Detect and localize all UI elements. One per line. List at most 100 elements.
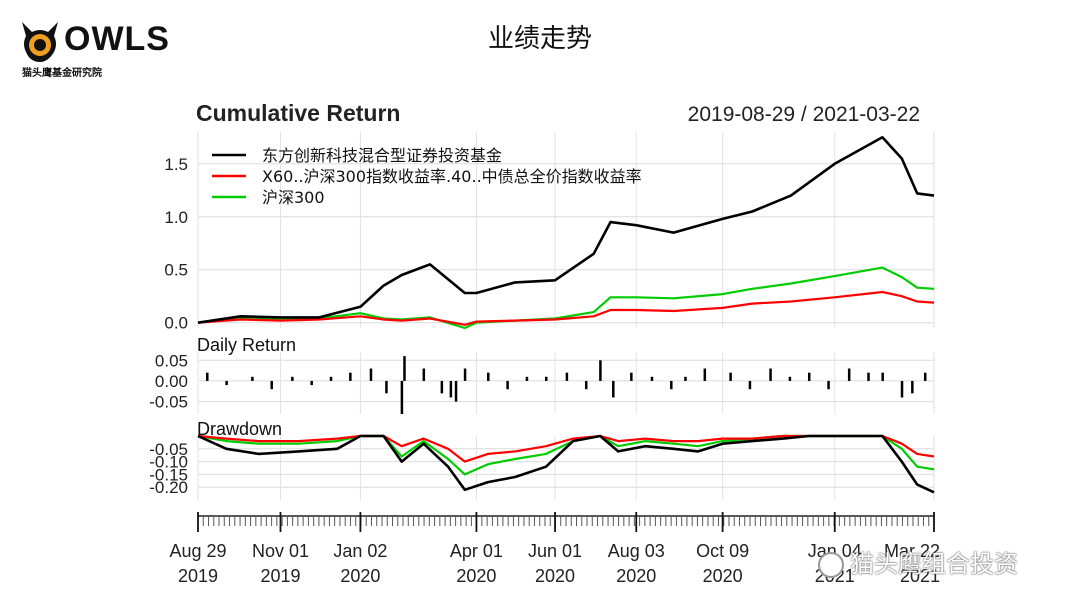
daily-return-bar: [463, 368, 467, 381]
cumulative-grid: [198, 163, 934, 324]
daily-return-bar: [630, 372, 633, 381]
logo-subtitle: 猫头鹰基金研究院: [22, 68, 102, 79]
series-line: [197, 434, 935, 494]
daily-return-bar: [369, 368, 373, 381]
cumulative-return-title: Cumulative Return: [196, 100, 400, 126]
watermark: 猫头鹰组合投资: [818, 544, 1018, 579]
daily-return-bar: [670, 380, 673, 390]
owl-icon: [22, 22, 58, 62]
daily-return-bar: [310, 380, 313, 386]
x-tick-label: Nov 01: [252, 541, 309, 561]
daily-return-bar: [900, 380, 904, 398]
y-tick-label: -0.10: [149, 453, 188, 472]
x-tick-label: Apr 01: [450, 541, 503, 561]
daily-return-bar: [788, 376, 792, 381]
daily-return-bar: [650, 376, 654, 381]
y-tick-label: -0.15: [149, 465, 188, 484]
daily-return-bar: [349, 372, 352, 381]
x-tick-label: Jun 01: [528, 541, 582, 561]
x-tick-label: Oct 09: [696, 541, 749, 561]
x-tick-year: 2020: [456, 566, 496, 586]
daily-return-bar: [400, 380, 404, 414]
daily-return-bar: [748, 380, 752, 390]
x-tick-label: Aug 03: [608, 541, 665, 561]
daily-return-bar: [385, 380, 388, 394]
daily-return-bar: [329, 376, 333, 381]
drawdown-title: Drawdown: [197, 419, 282, 439]
x-axis: Aug 29 2019 Nov 01 2019 Jan 02 2020 Apr 01 2020…: [169, 512, 940, 586]
daily-return-bar: [545, 376, 548, 381]
y-tick-label: 0.0: [164, 314, 188, 333]
y-tick-label: -0.05: [149, 440, 188, 459]
daily-return-bar: [847, 368, 851, 381]
x-tick-year: 2021: [900, 566, 940, 586]
y-tick-label: 0.00: [155, 372, 188, 391]
series-line: [197, 266, 935, 330]
x-tick-label: Mar 22: [884, 541, 940, 561]
legend-label: 东方创新科技混合型证券投资基金: [262, 146, 502, 165]
daily-return-bar: [827, 380, 830, 390]
x-gridlines: [197, 132, 935, 500]
y-tick-label: 1.0: [164, 208, 188, 227]
daily-return-bar: [807, 372, 811, 381]
x-tick-label: Jan 02: [333, 541, 387, 561]
series-line: [197, 290, 935, 326]
daily-return-y-ticks: 0.05 0.00 -0.05: [149, 351, 188, 411]
daily-return-bar: [422, 368, 426, 381]
y-tick-label: 0.05: [155, 351, 188, 370]
daily-return-bar: [911, 380, 914, 394]
daily-return-bar: [225, 380, 228, 386]
logo-wordmark: OWLS: [64, 20, 170, 58]
daily-return-bar: [565, 372, 569, 381]
drawdown-lines: [197, 434, 935, 494]
daily-return-bar: [729, 372, 732, 381]
x-tick-year: 2019: [178, 566, 218, 586]
series-line: [197, 136, 935, 324]
owls-logo: OWLS 猫头鹰基金研究院: [18, 18, 169, 80]
daily-return-bar: [923, 372, 927, 381]
date-range-label: 2019-08-29 / 2021-03-22: [688, 103, 920, 126]
x-tick-label: Aug 29: [169, 541, 226, 561]
daily-return-bar: [612, 380, 615, 398]
daily-return-bar: [506, 380, 509, 390]
drawdown-grid: [198, 448, 934, 488]
x-tick-year: 2020: [703, 566, 743, 586]
series-line: [197, 434, 935, 476]
daily-return-bars: [206, 356, 927, 414]
daily-return-bar: [454, 380, 458, 402]
daily-return-bar: [525, 376, 529, 381]
y-tick-label: -0.20: [149, 478, 188, 497]
daily-return-bar: [270, 380, 273, 390]
x-tick-year: 2020: [340, 566, 380, 586]
daily-return-bar: [867, 372, 870, 381]
cumulative-y-ticks: 0.0 0.5 1.0 1.5: [164, 155, 188, 333]
daily-return-bar: [684, 376, 687, 381]
y-tick-label: 0.5: [164, 261, 188, 280]
wechat-icon: [818, 552, 844, 578]
x-tick-year: 2020: [616, 566, 656, 586]
legend: 东方创新科技混合型证券投资基金 X60..沪深300指数收益率.40..中债总全价…: [212, 146, 642, 207]
daily-return-bar: [881, 372, 884, 381]
daily-return-bar: [449, 380, 453, 398]
daily-return-bar: [403, 356, 406, 381]
y-tick-label: 1.5: [164, 155, 188, 174]
legend-label: X60..沪深300指数收益率.40..中债总全价指数收益率: [262, 167, 642, 186]
daily-return-grid: [198, 359, 934, 403]
x-tick-year: 2020: [535, 566, 575, 586]
daily-return-bar: [291, 376, 294, 381]
page-title: 业绩走势: [487, 24, 592, 54]
daily-return-bar: [251, 376, 254, 381]
legend-label: 沪深300: [262, 188, 325, 207]
daily-return-bar: [599, 360, 602, 381]
daily-return-bar: [487, 372, 490, 381]
x-tick-year: 2019: [260, 566, 300, 586]
drawdown-y-ticks: -0.05-0.10-0.15-0.20: [149, 440, 188, 497]
cumulative-lines: [197, 136, 935, 330]
daily-return-bar: [584, 380, 588, 390]
daily-return-bar: [703, 368, 707, 381]
daily-return-bar: [440, 380, 444, 394]
daily-return-bar: [769, 368, 772, 381]
daily-return-bar: [206, 372, 209, 381]
watermark-text: 猫头鹰组合投资: [850, 550, 1018, 578]
